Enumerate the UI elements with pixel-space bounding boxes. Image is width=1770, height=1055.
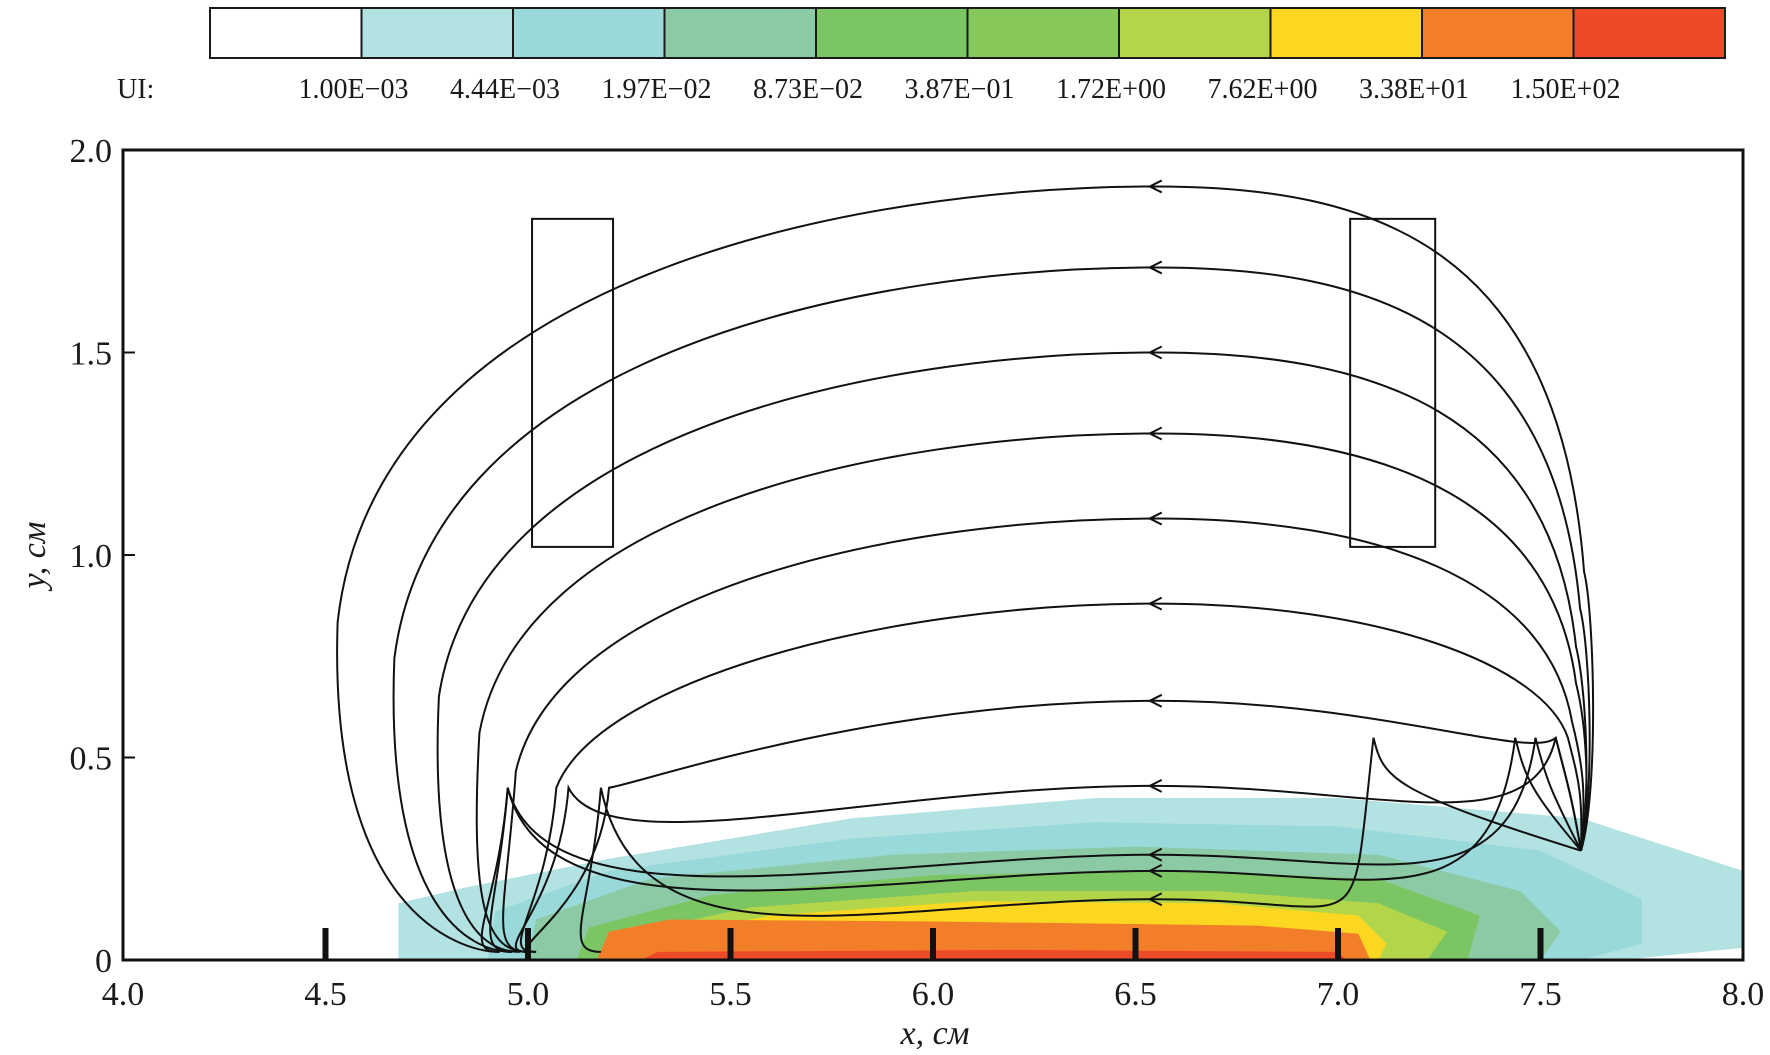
streamline-arrow [1147,345,1163,360]
streamline-arrow [1147,892,1163,907]
streamline-arrow [1147,179,1163,194]
electrode-rect [1349,217,1437,548]
x-tick-label: 8.0 [1722,976,1765,1013]
colorbar-level-label: 3.38E+01 [1359,74,1469,105]
colorbar-swatch [1269,7,1423,59]
colorbar-swatch [663,7,817,59]
x-tick-label: 6.0 [912,976,955,1013]
streamline [579,737,1582,953]
colorbar-level-label: 7.62E+00 [1208,74,1318,105]
streamlines [336,179,1595,953]
x-tick-label: 6.5 [1114,976,1157,1013]
colorbar-swatch [209,7,363,59]
colorbar-swatch [1421,7,1575,59]
x-axis-title: x, см [900,1015,970,1052]
streamline [336,185,1595,953]
y-tick-label: 1.0 [70,538,113,575]
colorbar-legend: 1.00E−03 4.44E−03 1.97E−02 8.73E−02 3.87E−01… [209,7,1726,105]
streamline [480,737,1582,953]
colorbar-level-label: 3.87E−01 [905,74,1015,105]
streamline-arrow [1147,847,1163,862]
axis-ticks: 4.0 4.5 5.0 5.5 6.0 6.5 7.0 7.5 8.0 0 0.5 1.0 1.5 2.0 [70,133,1765,1013]
contour-field [398,798,1743,960]
streamline-arrow [1147,426,1163,441]
colorbar-swatch [512,7,666,59]
x-tick-label: 7.5 [1519,976,1562,1013]
colorbar-level-label: 8.73E−02 [753,74,863,105]
colorbar-swatch [360,7,514,59]
streamline-arrow [1147,778,1163,793]
x-tick-label: 4.0 [102,976,145,1013]
electrode-rect [531,217,615,548]
streamline-arrow [1147,511,1163,526]
streamline-arrow [1147,693,1163,708]
y-axis-label: y, см [16,521,53,591]
colorbar-swatch [1118,7,1272,59]
y-tick-label: 1.5 [70,336,113,373]
colorbar-level-label: 1.72E+00 [1056,74,1166,105]
contour-region [641,949,1347,960]
electrodes [531,217,1437,548]
x-tick-label: 7.0 [1317,976,1360,1013]
x-tick-label: 5.0 [507,976,550,1013]
colorbar-swatch [815,7,969,59]
streamline [475,432,1588,953]
x-tick-label: 5.5 [709,976,752,1013]
streamline [436,351,1588,953]
y-tick-label: 0.5 [70,741,113,778]
colorbar-level-label: 1.97E−02 [602,74,712,105]
streamline-arrow [1147,260,1163,275]
colorbar-swatch [966,7,1120,59]
colorbar-level-label: 1.00E−03 [299,74,409,105]
streamline [392,266,1591,953]
x-axis-label: x, см [900,1015,970,1052]
x-tick-label: 4.5 [304,976,347,1013]
contour-region [596,919,1371,960]
streamline-arrow [1147,864,1163,878]
y-tick-label: 0 [95,943,112,980]
colorbar-swatch [1572,7,1726,59]
colorbar-level-label: 4.44E−03 [450,74,560,105]
y-tick-label: 2.0 [70,133,113,170]
streamline-arrow [1147,596,1163,611]
colorbar-label: UI: [117,74,154,105]
colorbar-level-label: 1.50E+02 [1511,74,1621,105]
